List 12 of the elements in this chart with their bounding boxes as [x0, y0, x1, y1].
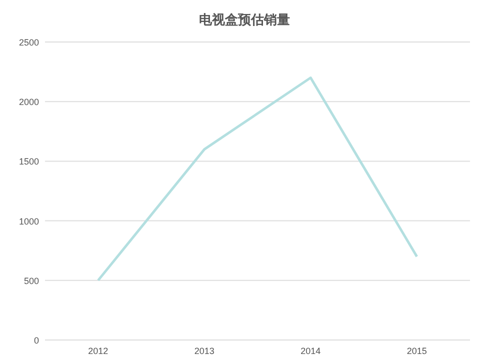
- x-tick-label: 2015: [406, 346, 427, 356]
- y-tick-label: 2500: [18, 38, 39, 48]
- x-tick-label: 2014: [300, 346, 321, 356]
- y-tick-label: 2000: [18, 97, 39, 108]
- y-tick-label: 500: [24, 276, 39, 286]
- line-series: [96, 76, 418, 282]
- chart-title: 电视盒预估销量: [199, 12, 290, 28]
- y-tick-label: 1500: [18, 156, 39, 167]
- y-tick-label: 1000: [18, 216, 39, 226]
- x-tick-label: 2012: [88, 346, 108, 356]
- y-tick-label: 0: [34, 336, 39, 346]
- x-tick-label: 2013: [194, 346, 214, 356]
